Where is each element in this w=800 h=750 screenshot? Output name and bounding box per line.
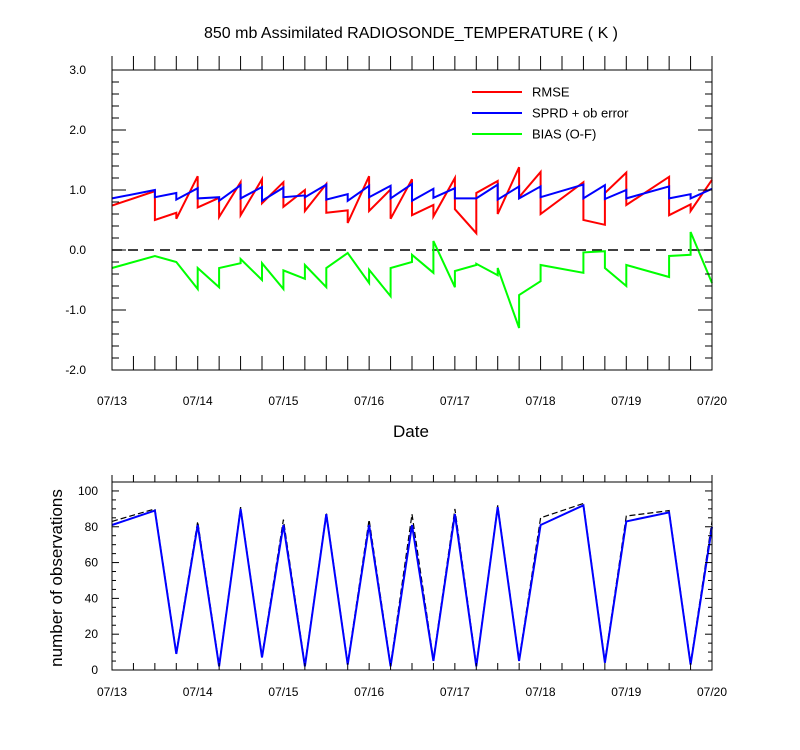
chart-title: 850 mb Assimilated RADIOSONDE_TEMPERATUR… <box>204 25 618 42</box>
bottom-x-tick-labels: 07/13 07/14 07/15 07/16 07/17 07/18 07/19 07/20 <box>97 685 727 699</box>
series-line-bias-o-f <box>111 231 713 329</box>
y-tick-label: 1.0 <box>69 183 86 197</box>
top-series-lines <box>111 166 713 329</box>
top-axes-frame <box>111 56 713 371</box>
y-tick-label: 2.0 <box>69 123 86 137</box>
y-tick-label: 80 <box>85 520 99 534</box>
legend: RMSE SPRD + ob error BIAS (O-F) <box>472 85 629 142</box>
legend-label-bias-o-f: BIAS (O-F) <box>532 127 596 142</box>
series-line-used <box>111 503 713 667</box>
legend-label-rmse: RMSE <box>532 85 570 100</box>
y-tick-label: 40 <box>85 591 99 605</box>
x-tick-label: 07/16 <box>354 394 384 408</box>
y-tick-label: 100 <box>78 484 98 498</box>
x-tick-label: 07/14 <box>183 685 213 699</box>
top-y-tick-labels: -2.0 -1.0 0.0 1.0 2.0 3.0 <box>65 63 86 377</box>
x-tick-label: 07/14 <box>183 394 213 408</box>
plot-frame <box>111 481 713 671</box>
y-tick-label: 0.0 <box>69 243 86 257</box>
bottom-series-lines <box>111 502 713 667</box>
x-tick-label: 07/17 <box>440 685 470 699</box>
x-tick-label: 07/15 <box>268 685 298 699</box>
x-tick-label: 07/20 <box>697 685 727 699</box>
y-tick-label: 60 <box>85 556 99 570</box>
x-tick-label: 07/18 <box>526 394 556 408</box>
top-x-tick-labels: 07/13 07/14 07/15 07/16 07/17 07/18 07/19 07/20 <box>97 394 727 408</box>
bottom-axes-frame <box>111 475 713 671</box>
legend-label-sprd-ob-error: SPRD + ob error <box>532 106 629 121</box>
x-axis-title: Date <box>393 422 429 441</box>
x-tick-label: 07/16 <box>354 685 384 699</box>
y-tick-label: 0 <box>91 663 98 677</box>
x-tick-label: 07/13 <box>97 685 127 699</box>
y-tick-label: -2.0 <box>65 363 86 377</box>
x-tick-label: 07/17 <box>440 394 470 408</box>
series-line-rmse <box>111 166 713 236</box>
bottom-y-tick-labels: 0 20 40 60 80 100 <box>78 484 98 677</box>
y-tick-label: 20 <box>85 627 99 641</box>
x-tick-label: 07/19 <box>611 685 641 699</box>
x-tick-label: 07/13 <box>97 394 127 408</box>
y-tick-label: -1.0 <box>65 303 86 317</box>
x-tick-label: 07/19 <box>611 394 641 408</box>
x-tick-label: 07/18 <box>526 685 556 699</box>
x-tick-label: 07/15 <box>268 394 298 408</box>
y-axis-title: number of observations <box>47 489 66 667</box>
series-line-sprd-ob-error <box>111 182 713 203</box>
y-tick-label: 3.0 <box>69 63 86 77</box>
top-panel: 850 mb Assimilated RADIOSONDE_TEMPERATUR… <box>65 25 727 441</box>
x-tick-label: 07/20 <box>697 394 727 408</box>
